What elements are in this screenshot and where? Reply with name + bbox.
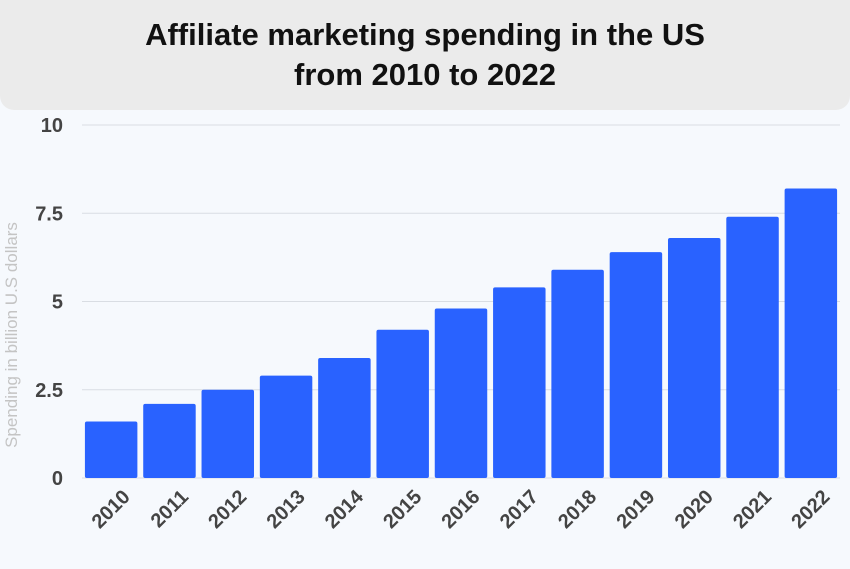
bar-2019 — [609, 252, 663, 478]
bar-2022 — [784, 188, 838, 479]
x-tick-label: 2018 — [554, 486, 601, 533]
bar-2013 — [259, 375, 313, 478]
x-tick-label: 2011 — [147, 486, 193, 532]
y-tick-label: 10 — [41, 115, 63, 137]
x-tick-label: 2022 — [787, 486, 834, 533]
chart-title-line-1: Affiliate marketing spending in the US — [145, 17, 705, 52]
bar-2021 — [726, 216, 779, 478]
x-tick-label: 2014 — [321, 485, 369, 533]
x-tick-label: 2013 — [263, 486, 310, 533]
bar-2014 — [318, 357, 371, 478]
bar-2016 — [434, 308, 488, 478]
y-tick-labels: 0 2.5 5 7.5 10 — [35, 115, 63, 490]
bar-2011 — [143, 403, 196, 478]
x-tick-label: 2017 — [496, 486, 543, 533]
x-tick-label: 2010 — [88, 486, 135, 533]
bar-2017 — [493, 287, 546, 478]
x-tick-label: 2020 — [671, 486, 718, 533]
y-tick-label: 5 — [52, 292, 63, 314]
x-tick-label: 2019 — [612, 486, 659, 533]
bar-2020 — [667, 237, 721, 478]
y-tick-label: 0 — [52, 468, 63, 490]
x-tick-label: 2012 — [204, 486, 251, 533]
bar-2012 — [201, 389, 255, 478]
bar-2018 — [551, 269, 604, 478]
y-axis-label: Spending in billion U.S dollars — [2, 222, 21, 448]
x-tick-labels: 2010 2011 2012 2013 2014 2015 2016 2017 2018 2019… — [88, 485, 835, 533]
y-tick-label: 7.5 — [35, 203, 63, 225]
x-tick-label: 2021 — [729, 486, 776, 533]
title-banner: Affiliate marketing spending in the US f… — [0, 0, 850, 110]
bar-2010 — [84, 421, 138, 478]
bar-2015 — [376, 329, 429, 478]
x-tick-label: 2015 — [379, 486, 426, 533]
x-tick-label: 2016 — [438, 486, 485, 533]
y-tick-label: 2.5 — [35, 380, 63, 402]
chart-title-line-2: from 2010 to 2022 — [294, 57, 556, 92]
bars — [84, 188, 838, 479]
